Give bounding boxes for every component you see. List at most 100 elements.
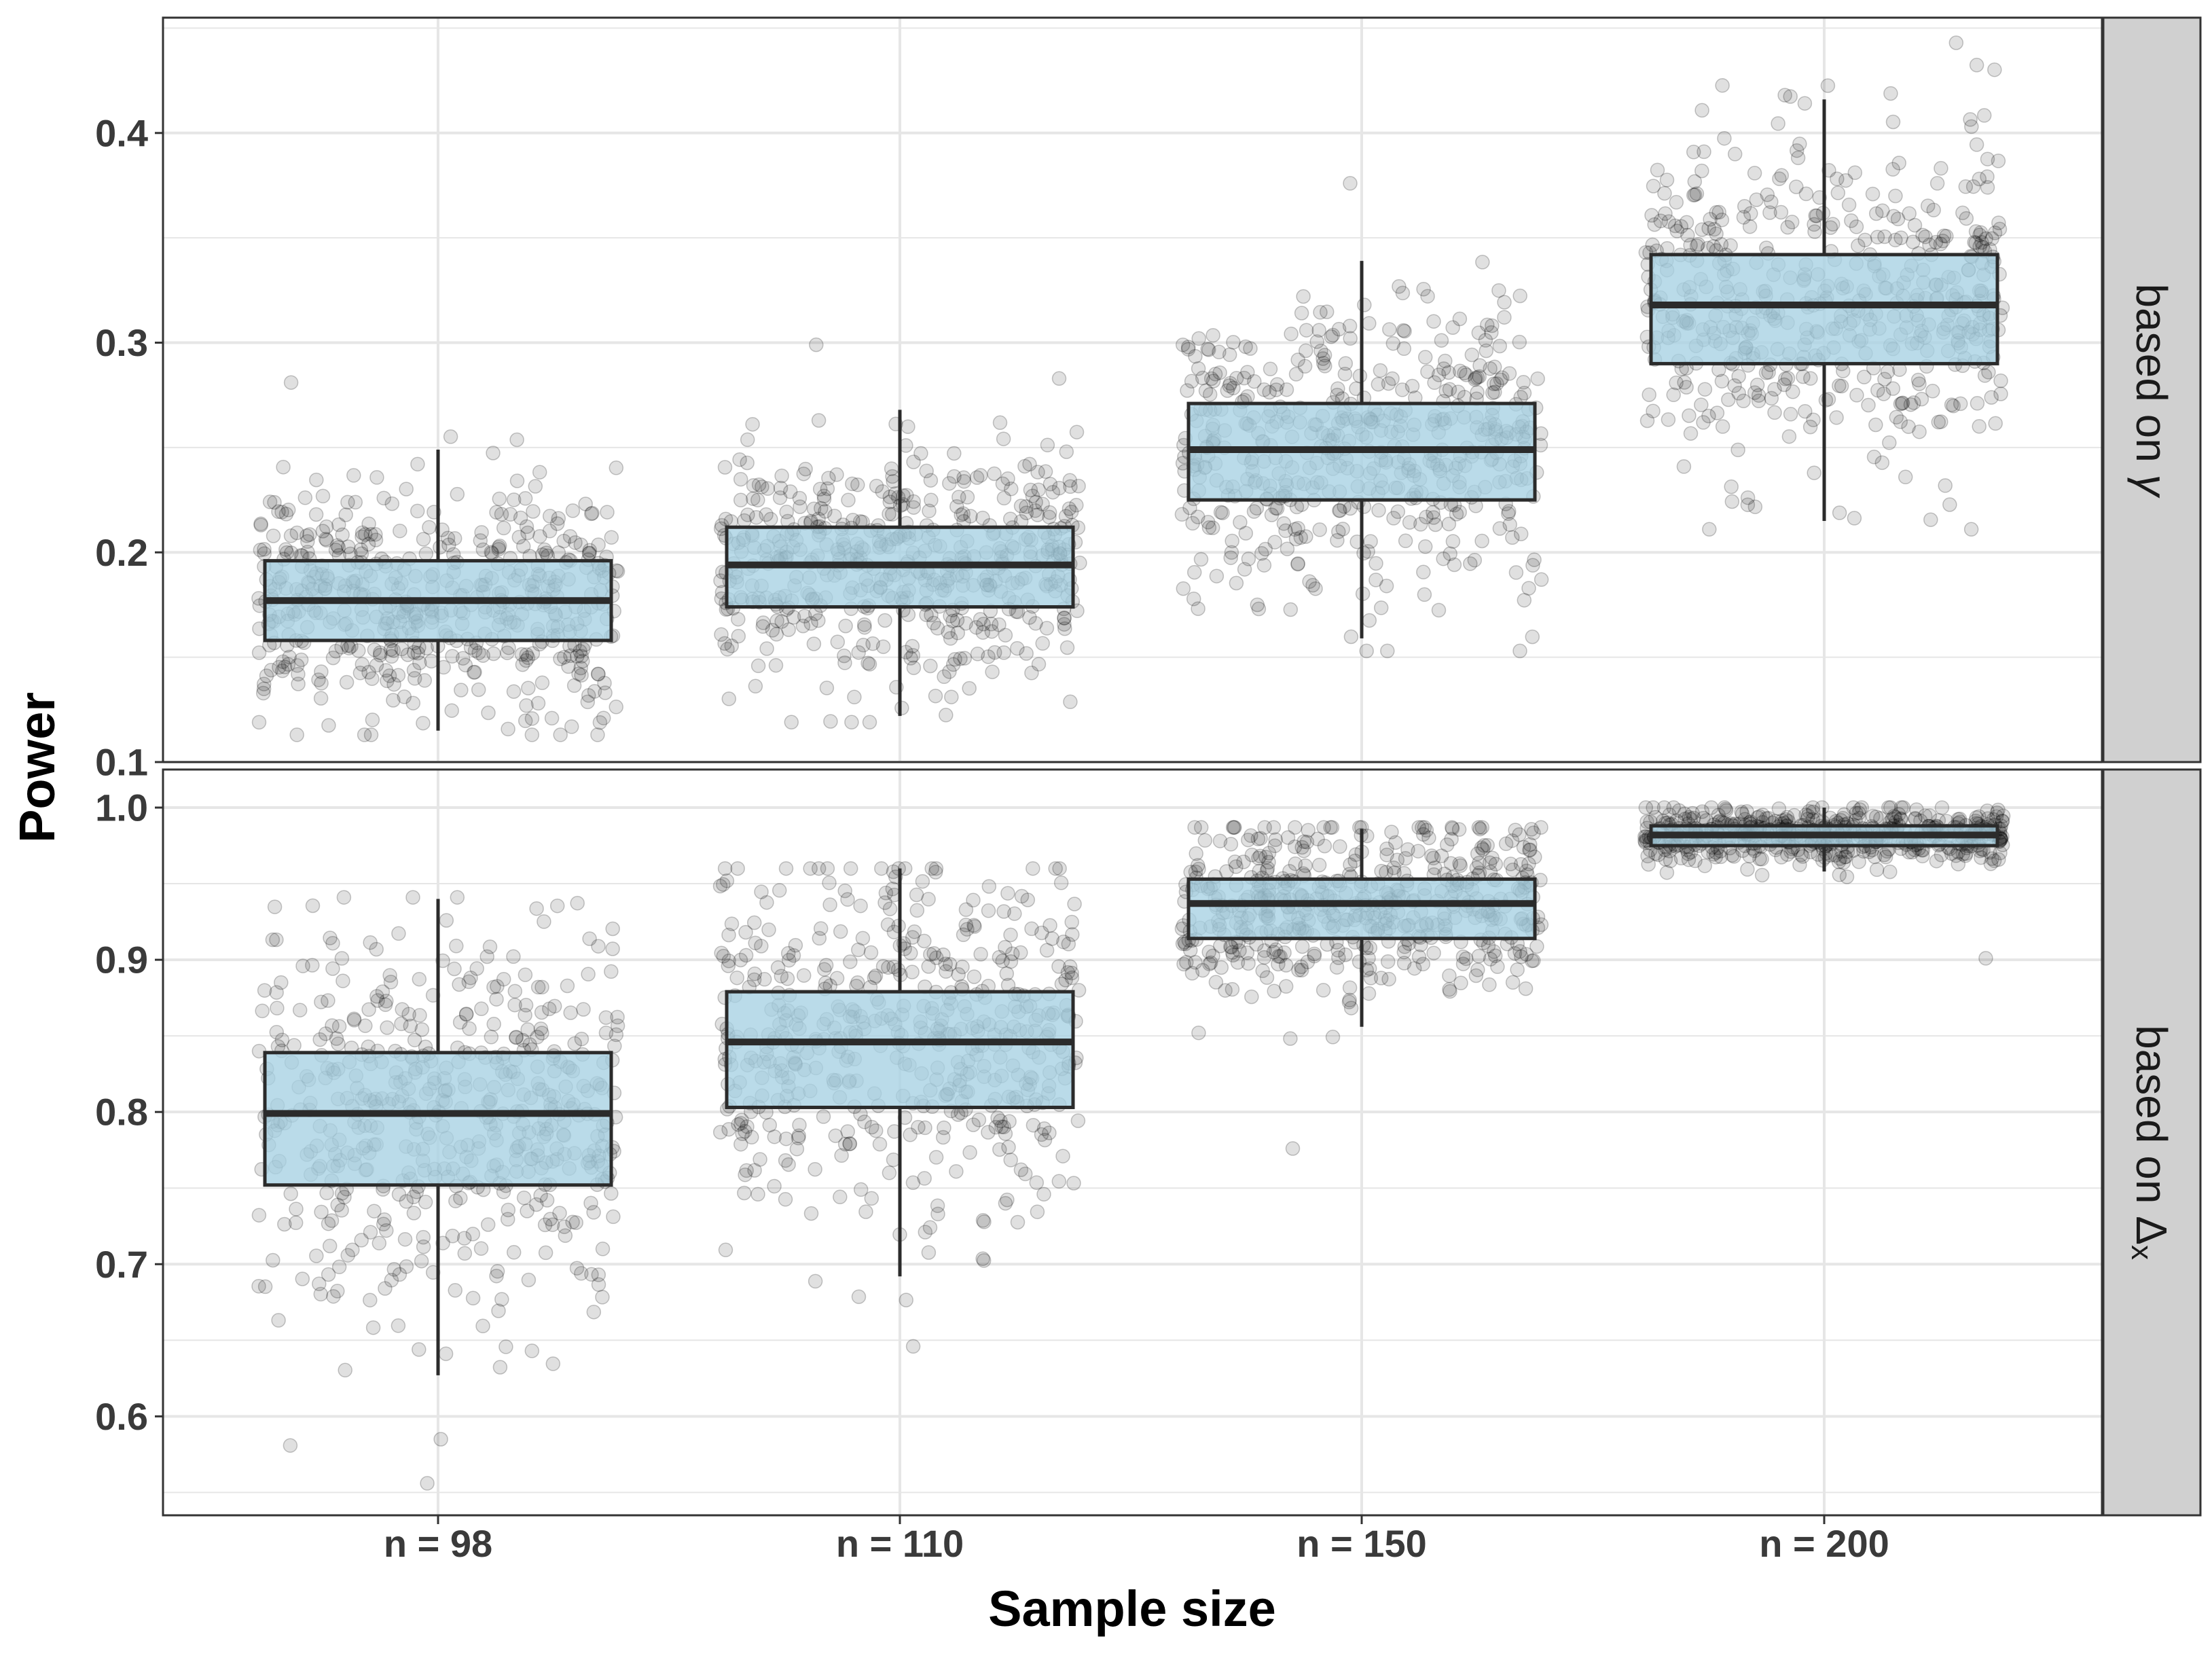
jitter-point (368, 532, 384, 547)
jitter-point (992, 1142, 1007, 1157)
jitter-point (1057, 611, 1072, 626)
jitter-point (1680, 228, 1695, 243)
jitter-point (915, 873, 930, 889)
jitter-point (1885, 114, 1901, 130)
jitter-point (1781, 429, 1797, 444)
jitter-point (595, 1290, 610, 1305)
jitter-point (490, 979, 505, 994)
jitter-point (353, 542, 369, 558)
jitter-point (1313, 343, 1328, 359)
jitter-point (928, 861, 944, 876)
jitter-point (1492, 338, 1508, 354)
jitter-point (808, 1273, 823, 1289)
jitter-point (580, 694, 596, 710)
jitter-point (518, 967, 533, 982)
jitter-point (1851, 238, 1866, 253)
jitter-point (509, 1030, 524, 1045)
jitter-point (511, 530, 527, 545)
jitter-point (966, 1117, 981, 1132)
jitter-point (393, 523, 407, 539)
jitter-point (545, 1356, 561, 1371)
jitter-point (863, 945, 879, 960)
jitter-point (534, 979, 549, 995)
jitter-point (882, 494, 898, 509)
jitter-point (1682, 408, 1697, 423)
jitter-point (1051, 1174, 1067, 1189)
jitter-point (1359, 643, 1374, 659)
jitter-point (1256, 950, 1272, 965)
jitter-point (1755, 808, 1771, 823)
jitter-point (583, 506, 599, 522)
jitter-point (257, 983, 272, 998)
jitter-point (526, 504, 541, 519)
jitter-point (507, 983, 523, 999)
jitter-point (1051, 371, 1067, 386)
jitter-point (433, 539, 448, 555)
jitter-point (591, 1267, 606, 1282)
jitter-point (528, 479, 543, 494)
jitter-point (1666, 800, 1682, 815)
jitter-point (278, 542, 293, 557)
jitter-point (1343, 1000, 1359, 1015)
jitter-point (856, 617, 872, 632)
jitter-point (1661, 412, 1676, 427)
jitter-point (905, 638, 920, 654)
jitter-point (372, 647, 388, 663)
jitter-point (1388, 835, 1403, 850)
jitter-point (843, 861, 858, 876)
jitter-point (1647, 217, 1662, 232)
jitter-point (827, 508, 842, 524)
jitter-point (1013, 1162, 1029, 1178)
jitter-point (348, 494, 363, 510)
jitter-point (605, 941, 620, 956)
jitter-point (1038, 464, 1053, 480)
y-tick-label: 0.3 (95, 321, 148, 364)
jitter-point (520, 1204, 534, 1218)
jitter-point (1702, 522, 1717, 537)
jitter-point (1686, 145, 1701, 160)
jitter-point (520, 650, 536, 666)
jitter-point (1452, 311, 1468, 327)
jitter-point (1045, 484, 1061, 500)
jitter-point (1030, 1204, 1045, 1219)
jitter-point (1066, 1176, 1081, 1191)
jitter-point (1179, 955, 1194, 970)
jitter-point (1042, 509, 1057, 525)
jitter-point (962, 681, 977, 696)
jitter-point (1241, 552, 1256, 566)
jitter-point (1176, 581, 1191, 596)
jitter-point (1646, 179, 1661, 194)
jitter-point (1017, 458, 1032, 474)
jitter-point (1516, 375, 1531, 390)
jitter-point (257, 541, 272, 557)
jitter-point (524, 1343, 540, 1358)
jitter-point (610, 564, 625, 579)
jitter-point (1485, 318, 1500, 333)
jitter-point (1212, 344, 1227, 360)
jitter-point (760, 481, 776, 496)
jitter-point (1931, 414, 1946, 430)
jitter-point (458, 657, 473, 672)
jitter-point (399, 1259, 414, 1274)
jitter-point (1904, 844, 1920, 860)
jitter-point (1988, 416, 2003, 431)
jitter-point (1381, 971, 1396, 987)
jitter-point (1267, 983, 1282, 999)
jitter-point (1051, 480, 1067, 496)
jitter-point (609, 700, 623, 715)
jitter-point (331, 1036, 346, 1051)
jitter-point (937, 1120, 951, 1136)
jitter-point (1283, 602, 1299, 617)
jitter-point (581, 688, 596, 703)
jitter-point (367, 642, 382, 657)
jitter-point (331, 517, 346, 532)
jitter-point (857, 619, 872, 635)
jitter-point (406, 1189, 421, 1205)
jitter-point (1222, 378, 1237, 393)
jitter-point (808, 606, 823, 621)
jitter-point (1642, 387, 1656, 402)
jitter-point (378, 663, 394, 678)
jitter-point (357, 727, 372, 742)
jitter-point (981, 903, 996, 918)
jitter-point (447, 961, 462, 977)
